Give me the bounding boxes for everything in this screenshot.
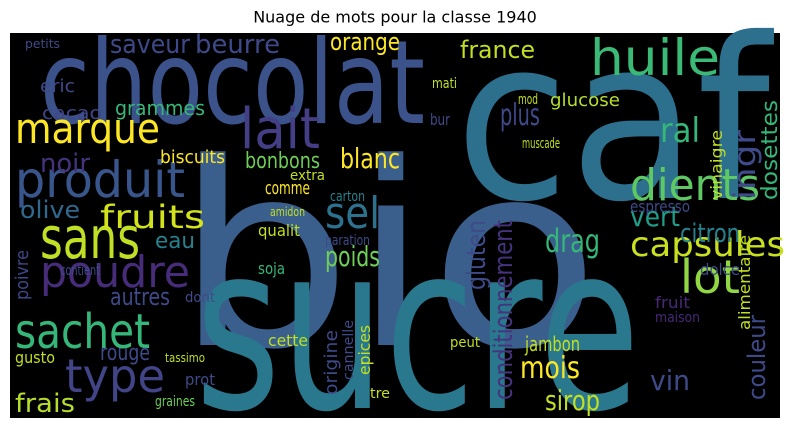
word: chocolat xyxy=(40,16,425,151)
word: soja xyxy=(258,259,285,278)
title: Nuage de mots pour la classe 1940 xyxy=(253,8,537,27)
word: ingr xyxy=(728,129,763,200)
word: graines xyxy=(155,394,195,410)
word: lot xyxy=(680,250,740,304)
word: peut xyxy=(450,335,480,351)
word: blanc xyxy=(340,142,400,175)
word: poudre xyxy=(40,247,190,298)
word: vinaigre xyxy=(707,130,726,200)
word: espresso xyxy=(630,197,690,216)
word: mati xyxy=(432,76,457,92)
word: tassimo xyxy=(165,351,205,365)
word: ral xyxy=(660,111,700,151)
word: mod xyxy=(518,92,538,108)
word: plus xyxy=(500,98,540,133)
word: vert xyxy=(630,200,680,233)
word: poids xyxy=(325,240,380,273)
word: fruits xyxy=(100,198,205,236)
word: capsules xyxy=(630,225,785,265)
word: france xyxy=(460,36,535,64)
word: epices xyxy=(355,325,374,375)
word: eau xyxy=(155,229,195,254)
word: marque xyxy=(15,104,160,153)
word: olive xyxy=(20,196,80,224)
word: contient xyxy=(60,263,100,279)
word: frais xyxy=(15,389,75,419)
word: vin xyxy=(650,364,690,397)
word: grammes xyxy=(115,96,205,120)
word: petits xyxy=(25,37,60,51)
word: huile xyxy=(590,29,720,87)
word: saveur xyxy=(110,30,190,60)
word: dosettes xyxy=(758,100,783,200)
word: fruit xyxy=(655,293,690,312)
cloud-background xyxy=(10,33,780,418)
word: eric xyxy=(40,76,75,97)
word: caf xyxy=(455,0,775,251)
word: gusto xyxy=(15,348,55,367)
word: drag xyxy=(545,222,600,260)
word: bio xyxy=(175,109,600,406)
word: poivre xyxy=(12,250,33,300)
word: cette xyxy=(268,331,308,350)
word: cannelle xyxy=(341,320,357,380)
word: dients xyxy=(630,160,760,211)
word: extra xyxy=(290,168,325,184)
word: prot xyxy=(185,370,215,389)
word: bonbons xyxy=(245,149,320,174)
word: bur xyxy=(430,110,450,129)
word: origine xyxy=(321,330,342,395)
word: lait xyxy=(240,97,320,162)
word: cacao xyxy=(42,103,102,124)
word: alimentaire xyxy=(735,235,754,330)
word: muscade xyxy=(522,136,560,152)
word: tre xyxy=(370,386,390,402)
word: gluten xyxy=(462,220,492,290)
word: type xyxy=(65,349,165,403)
word: maison xyxy=(655,310,700,326)
word: sachet xyxy=(15,304,150,360)
word: carton xyxy=(330,189,365,205)
word: jambon xyxy=(524,332,580,356)
word: biscuits xyxy=(160,147,225,168)
word: sel xyxy=(325,188,380,239)
word: amidon xyxy=(270,205,305,219)
word: citron xyxy=(680,219,740,249)
word: mois xyxy=(520,351,580,386)
word: conditionnement xyxy=(489,220,519,400)
word: couleur xyxy=(743,315,771,400)
word: dolce xyxy=(700,260,740,279)
word: rouge xyxy=(100,341,150,366)
word: comme xyxy=(265,178,310,199)
word: sirop xyxy=(545,384,600,417)
word: produit xyxy=(15,151,185,209)
word: noir xyxy=(40,149,90,179)
word: orange xyxy=(330,28,400,56)
word: glucose xyxy=(550,90,620,111)
word: dont xyxy=(185,290,215,306)
word: autres xyxy=(110,283,170,311)
word: beurre xyxy=(195,30,280,60)
word: paration xyxy=(325,233,370,249)
word: qualit xyxy=(258,221,300,240)
word: sucre xyxy=(195,196,640,427)
word: sans xyxy=(40,204,140,272)
